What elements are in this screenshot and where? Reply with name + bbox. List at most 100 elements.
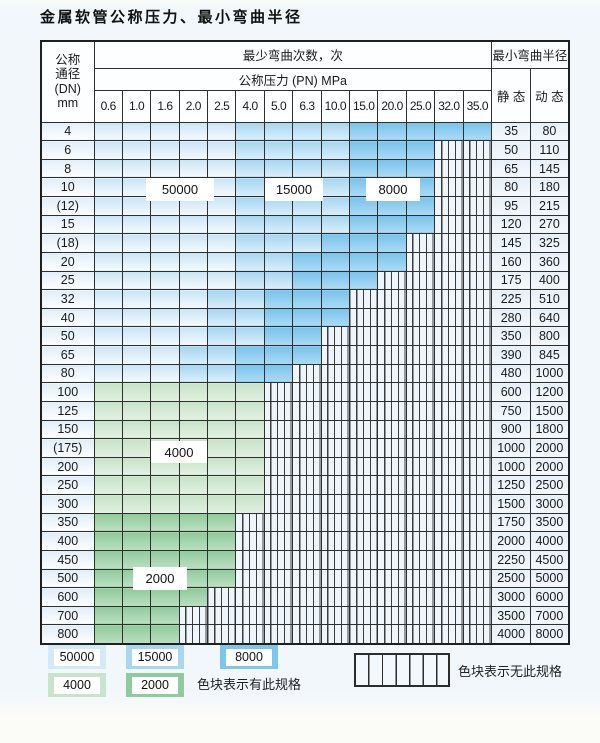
dn-cell: 250 <box>40 475 95 495</box>
spec-cell <box>349 270 379 291</box>
table-row: 400 2000 4000 <box>40 531 570 551</box>
no-spec-cell <box>462 456 493 477</box>
spec-cell <box>405 214 436 235</box>
no-spec-cell <box>263 624 294 644</box>
no-spec-cell <box>434 382 464 402</box>
dn-cell: 600 <box>40 587 95 607</box>
spec-cell <box>235 438 265 458</box>
static-value: 480 <box>491 363 532 384</box>
static-value: 1750 <box>491 512 532 533</box>
spec-cell <box>235 456 265 477</box>
no-spec-cell <box>377 531 407 551</box>
table-row: 20 160 360 <box>40 251 570 272</box>
table-row: 25 175 400 <box>40 270 570 291</box>
no-spec-cell <box>377 587 407 607</box>
spec-cell <box>320 233 351 253</box>
no-spec-cell <box>320 568 351 589</box>
no-spec-cell <box>349 475 379 495</box>
dn-header-line: mm <box>57 96 79 111</box>
table-row: 150 900 1800 <box>40 419 570 440</box>
spec-cell <box>235 214 265 235</box>
spec-cell <box>150 326 180 346</box>
dn-cell: 50 <box>40 326 95 346</box>
spec-cell <box>150 363 180 384</box>
no-spec-cell <box>178 605 209 626</box>
no-spec-cell <box>462 568 493 589</box>
spec-cell <box>150 624 180 644</box>
dn-header-line: 公称 <box>55 52 81 67</box>
spec-cell <box>292 345 322 365</box>
spec-cell <box>207 233 237 253</box>
spec-cell <box>207 177 237 197</box>
table-row: 250 1250 2500 <box>40 475 570 495</box>
spec-cell <box>207 512 237 533</box>
no-spec-cell <box>263 494 294 514</box>
spec-cell <box>207 494 237 514</box>
static-value: 4000 <box>491 624 532 644</box>
no-spec-cell <box>349 363 379 384</box>
no-spec-cell <box>320 549 351 570</box>
dynamic-value: 510 <box>530 289 570 309</box>
spec-cell <box>235 233 265 253</box>
pressure-tick: 32.0 <box>434 89 464 123</box>
spec-cell <box>405 140 436 160</box>
no-spec-cell <box>349 587 379 607</box>
dn-cell: 6 <box>40 140 95 160</box>
no-spec-cell <box>462 512 493 533</box>
no-spec-cell <box>405 549 436 570</box>
spec-cell <box>178 475 209 495</box>
table-row: (12) 95 215 <box>40 196 570 216</box>
spec-cell <box>121 233 152 253</box>
spec-cell <box>207 438 237 458</box>
legend-swatch-label: 2000 <box>132 676 178 694</box>
static-value: 65 <box>491 158 532 179</box>
spec-cell <box>349 121 379 142</box>
pressure-tick: 5.0 <box>263 89 294 123</box>
no-spec-cell <box>462 531 493 551</box>
static-value: 120 <box>491 214 532 235</box>
no-spec-cell <box>349 400 379 421</box>
no-spec-cell <box>207 624 237 644</box>
spec-cell <box>320 196 351 216</box>
spec-cell <box>235 270 265 291</box>
spec-cell <box>377 121 407 142</box>
dynamic-value: 8000 <box>530 624 570 644</box>
dynamic-value: 4500 <box>530 549 570 570</box>
static-value: 600 <box>491 382 532 402</box>
no-spec-cell <box>349 494 379 514</box>
dn-cell: 40 <box>40 307 95 328</box>
spec-cell <box>292 233 322 253</box>
zone-label-50000: 50000 <box>146 178 214 201</box>
spec-cell <box>263 121 294 142</box>
dynamic-value: 2000 <box>530 438 570 458</box>
spec-cell <box>235 196 265 216</box>
spec-cell <box>178 326 209 346</box>
spec-cell <box>207 326 237 346</box>
spec-cell <box>93 121 123 142</box>
spec-cell <box>93 251 123 272</box>
pressure-tick: 6.3 <box>292 89 322 123</box>
no-spec-cell <box>263 568 294 589</box>
no-spec-cell <box>462 345 493 365</box>
no-spec-cell <box>263 456 294 477</box>
no-spec-cell <box>377 494 407 514</box>
spec-cell <box>178 531 209 551</box>
dn-header-line: (DN) <box>54 81 81 96</box>
no-spec-cell <box>320 605 351 626</box>
no-spec-cell <box>434 326 464 346</box>
static-value: 3000 <box>491 587 532 607</box>
dynamic-value: 80 <box>530 121 570 142</box>
legend-swatch-label: 8000 <box>226 648 272 666</box>
spec-cell <box>263 363 294 384</box>
no-spec-cell <box>292 494 322 514</box>
spec-cell <box>320 140 351 160</box>
spec-cell <box>121 531 152 551</box>
dn-header-cell: 公称 通径 (DN) mm <box>40 40 95 123</box>
no-spec-cell <box>377 307 407 328</box>
static-value: 350 <box>491 326 532 346</box>
static-value: 160 <box>491 251 532 272</box>
spec-cell <box>93 456 123 477</box>
spec-cell <box>150 400 180 421</box>
no-spec-cell <box>377 605 407 626</box>
spec-cell <box>320 289 351 309</box>
